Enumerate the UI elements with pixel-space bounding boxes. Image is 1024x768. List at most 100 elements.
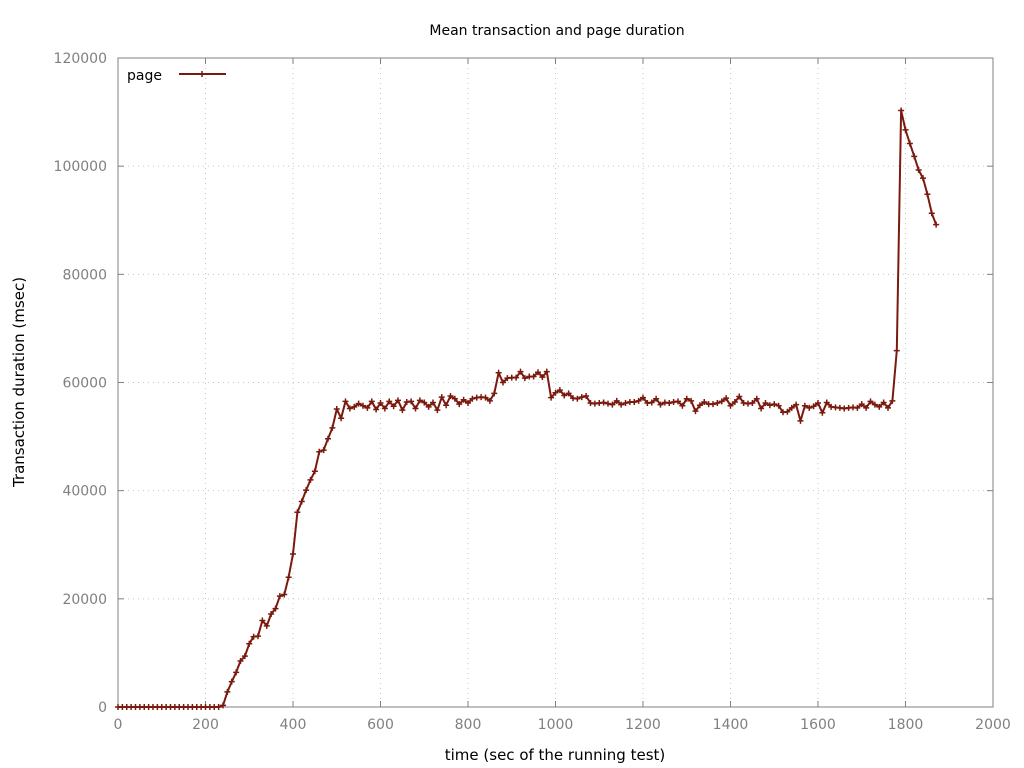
data-point [583,393,590,400]
data-point [548,394,555,401]
data-point [215,704,222,710]
data-point [675,398,681,405]
data-point [290,550,296,557]
data-point [867,398,874,405]
data-point [727,402,734,409]
data-point [618,401,625,408]
axis-ticks: 0 200 400 600 800 1000 1200 1400 1600 1800 2000020… [54,51,1011,733]
data-point [255,633,261,640]
data-point [749,400,756,407]
data-point [631,398,638,405]
data-point [635,397,642,404]
data-point [351,403,358,410]
data-point [692,408,699,415]
data-point [701,398,708,405]
data-point [517,368,524,375]
y-axis-title: Transaction duration (msec) [10,277,28,488]
data-point [762,400,769,407]
x-tick-label: 1400 [713,717,749,733]
y-tick-label: 40000 [62,484,107,500]
data-point [574,395,581,402]
data-point [653,395,660,402]
data-point [241,653,248,660]
data-point [806,404,813,411]
data-point [679,402,686,409]
data-point [268,610,275,617]
data-point [500,379,506,386]
data-point [688,397,695,404]
data-point [622,400,629,407]
data-point [373,406,380,413]
data-point [355,400,362,407]
data-point [434,407,441,414]
data-point [736,393,743,400]
data-point [228,678,235,685]
data-point [543,368,550,375]
data-point [889,397,896,404]
data-point [766,402,773,409]
x-tick-label: 1600 [800,717,836,733]
x-tick-label: 0 [114,717,123,733]
data-point [486,397,493,404]
data-point [920,175,926,182]
data-point [416,397,423,404]
data-point [447,393,454,400]
data-point [263,622,270,629]
data-point [513,374,520,381]
data-point [338,415,345,422]
data-point [718,398,725,405]
data-point [854,404,861,411]
data-point [539,374,546,381]
data-point [876,403,883,410]
data-point [640,394,646,401]
data-point [771,401,778,408]
data-point [491,390,498,397]
data-point [346,405,353,412]
data-point [224,688,231,695]
x-tick-label: 2000 [975,717,1011,733]
data-point [801,402,808,409]
data-point [530,373,537,380]
data-point [408,398,415,405]
data-point [259,617,266,624]
data-point [438,394,445,401]
data-point [360,402,366,409]
x-tick-label: 600 [367,717,394,733]
data-point [390,403,397,410]
data-point [609,401,616,408]
data-point [272,605,279,612]
data-point [386,398,393,405]
data-point [342,398,349,405]
data-point [893,347,900,354]
data-point [793,401,800,408]
data-point [815,400,821,407]
data-point [316,448,323,455]
data-point [395,397,401,404]
x-tick-label: 400 [280,717,307,733]
data-point [683,395,690,402]
y-tick-label: 60000 [62,376,107,392]
data-point [657,401,664,408]
data-point [364,404,371,411]
data-point [648,399,655,406]
data-point [311,468,318,475]
chart-title: Mean transaction and page duration [429,23,684,39]
data-point [710,401,716,408]
x-tick-label: 1200 [625,717,661,733]
data-point [425,403,432,410]
data-point [723,395,730,402]
data-point [819,409,826,416]
y-tick-label: 120000 [54,51,107,67]
data-point [810,403,817,410]
legend: page [127,68,226,84]
data-point [233,669,240,676]
series-layer [115,107,940,710]
plot-frame [117,57,994,708]
data-point [443,402,450,409]
data-point [451,395,458,402]
data-point [788,404,795,411]
data-point [714,400,721,407]
x-tick-label: 800 [455,717,482,733]
data-point [933,221,940,228]
data-point [915,166,922,173]
